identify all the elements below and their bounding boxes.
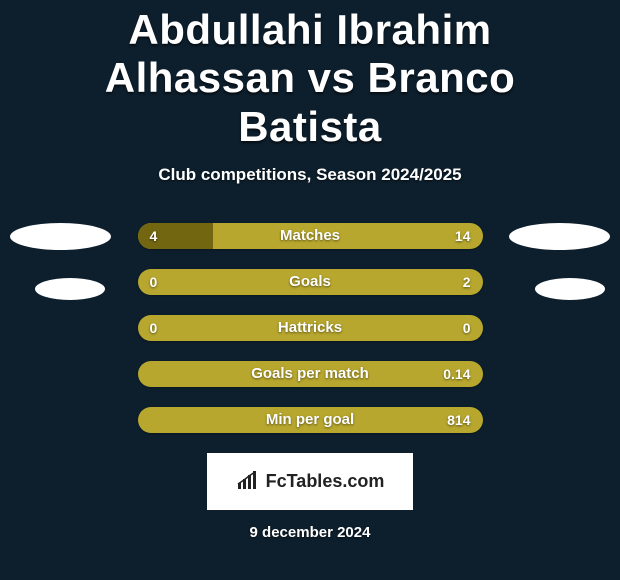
- stat-bar: Goals per match0.14: [138, 361, 483, 387]
- page-title: Abdullahi Ibrahim Alhassan vs Branco Bat…: [0, 0, 620, 151]
- date-label: 9 december 2024: [0, 524, 620, 541]
- stat-value-right: 2: [463, 269, 471, 295]
- stat-value-right: 0.14: [443, 361, 470, 387]
- stat-bar: 4Matches14: [138, 223, 483, 249]
- stat-label: Matches: [138, 223, 483, 249]
- stat-label: Goals per match: [138, 361, 483, 387]
- stat-bar: 0Hattricks0: [138, 315, 483, 341]
- player2-avatar: [509, 223, 610, 250]
- brand-chart-icon: [236, 471, 260, 491]
- subtitle: Club competitions, Season 2024/2025: [0, 165, 620, 185]
- stat-bars: 4Matches140Goals20Hattricks0Goals per ma…: [138, 223, 483, 433]
- stat-label: Goals: [138, 269, 483, 295]
- brand-box: FcTables.com: [207, 453, 413, 510]
- stat-value-right: 14: [455, 223, 471, 249]
- stat-bar: 0Goals2: [138, 269, 483, 295]
- stats-area: 4Matches140Goals20Hattricks0Goals per ma…: [0, 223, 620, 433]
- stat-bar: Min per goal814: [138, 407, 483, 433]
- player1-avatar: [10, 223, 111, 250]
- stat-value-right: 814: [447, 407, 470, 433]
- stat-label: Hattricks: [138, 315, 483, 341]
- stat-value-right: 0: [463, 315, 471, 341]
- stat-label: Min per goal: [138, 407, 483, 433]
- brand-text: FcTables.com: [266, 471, 385, 492]
- player1-flag: [35, 278, 105, 300]
- player2-flag: [535, 278, 605, 300]
